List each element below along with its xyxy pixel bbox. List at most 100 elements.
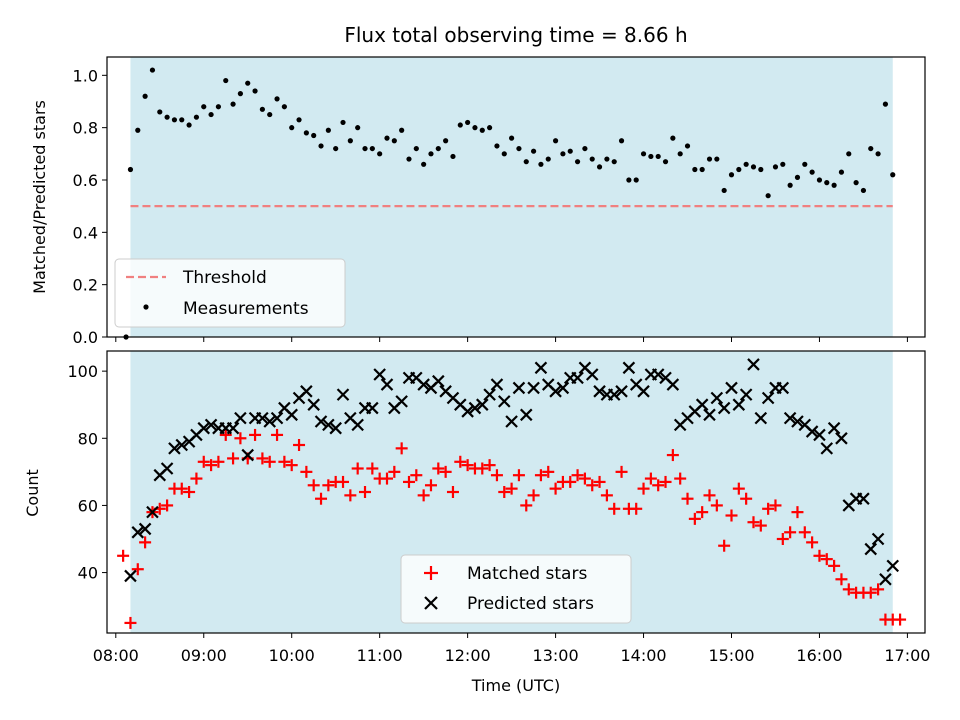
measurement-point (465, 119, 471, 126)
matched-star-point (271, 428, 284, 441)
predicted-star-point (512, 381, 526, 395)
measurement-point (281, 104, 287, 110)
matched-star-point (124, 616, 137, 629)
predicted-star-point (395, 395, 408, 408)
predicted-star-point (622, 361, 636, 375)
measurement-point (699, 166, 705, 173)
measurement-point (677, 151, 683, 157)
matched-star-point (894, 613, 907, 626)
y-tick-label: 0.6 (73, 171, 98, 190)
matched-star-point (476, 462, 489, 475)
matched-star-point (424, 479, 437, 492)
predicted-star-point (776, 381, 790, 395)
matched-star-point (688, 512, 701, 525)
matched-star-point (820, 553, 833, 566)
predicted-star-point (468, 401, 482, 415)
x-tick-label: 08:00 (93, 646, 139, 665)
predicted-star-point (307, 398, 320, 411)
count-y-axis-label: Count (23, 469, 42, 517)
predicted-star-point (534, 361, 548, 375)
matched-star-point (249, 428, 262, 441)
predicted-star-point (131, 526, 145, 539)
x-tick-label: 12:00 (445, 646, 491, 665)
measurement-point (171, 117, 178, 123)
measurement-point (223, 77, 229, 84)
matched-star-point (644, 472, 657, 485)
ratio-legend-box (114, 258, 346, 328)
matched-star-point (637, 482, 650, 495)
predicted-stars-series (124, 358, 900, 586)
measurement-point (758, 166, 764, 173)
measurement-point (684, 143, 691, 149)
measurement-point (443, 138, 449, 144)
measurement-point (303, 130, 309, 136)
predicted-star-point (695, 398, 709, 411)
predicted-star-point (241, 448, 255, 462)
measurement-point (391, 138, 397, 144)
measurement-point (596, 164, 603, 170)
matched-star-point (718, 539, 731, 552)
matched-star-point (175, 482, 188, 495)
predicted-star-point (732, 398, 746, 411)
predicted-star-point (519, 408, 533, 422)
matched-star-point (549, 482, 562, 495)
measurement-point (868, 145, 874, 152)
measurement-point (530, 148, 537, 154)
matched-star-point (337, 475, 350, 488)
measurement-point (648, 153, 654, 160)
matched-star-point (769, 499, 782, 512)
measurement-point (494, 143, 500, 149)
predicted-star-point (805, 425, 819, 438)
matched-star-point (454, 455, 467, 468)
predicted-star-point (703, 408, 716, 422)
count-x-axis-ticks: 08:00 09:00 10:00 11:00 12:00 13:00 14:00 15:00… (93, 633, 930, 665)
measurement-point (611, 159, 617, 165)
measurement-point (831, 182, 837, 188)
predicted-star-point (351, 418, 364, 432)
matched-star-point (828, 559, 841, 572)
measurement-point (296, 117, 302, 123)
matched-star-point (183, 486, 196, 498)
measurement-point (853, 180, 859, 186)
matched-star-point (872, 583, 885, 596)
predicted-star-point (380, 378, 394, 391)
measurement-point (325, 127, 331, 133)
y-tick-label: 1.0 (73, 66, 98, 85)
measurement-point (421, 161, 427, 167)
measurement-point (179, 117, 185, 123)
matched-star-point (586, 479, 599, 492)
measurement-point (450, 153, 456, 160)
measurements-series (123, 67, 896, 340)
matched-stars-series (117, 428, 907, 629)
predicted-star-point (556, 381, 570, 395)
matched-star-point (666, 449, 679, 462)
matched-star-point (131, 563, 144, 576)
predicted-star-point (783, 411, 797, 425)
measurement-point (289, 125, 295, 131)
ratio-panel: 0.0 0.2 0.4 0.6 0.8 1.0 Matched/Predicted sta… (30, 56, 926, 347)
measurement-point (787, 182, 793, 188)
matched-star-point (520, 499, 533, 512)
x-tick-label: 15:00 (708, 646, 754, 665)
matched-legend-label: Matched stars (467, 564, 587, 584)
matched-star-point (366, 462, 379, 475)
measurement-point (208, 111, 214, 118)
measurement-point (655, 153, 661, 160)
predicted-star-point (549, 385, 562, 398)
y-tick-label: 0.0 (73, 328, 98, 347)
predicted-star-point (490, 378, 504, 391)
matched-star-point (161, 499, 174, 512)
matched-star-point (256, 452, 269, 465)
matched-star-point (784, 526, 797, 539)
predicted-star-point (886, 559, 900, 573)
x-tick-label: 17:00 (884, 646, 930, 665)
x-tick-label: 11:00 (357, 646, 403, 665)
matched-star-point (483, 459, 496, 472)
predicted-star-point (651, 368, 665, 381)
matched-star-point (725, 509, 738, 522)
matched-star-point (197, 455, 210, 468)
measurement-point (193, 114, 200, 120)
matched-star-point (322, 479, 335, 492)
matched-star-point (593, 475, 606, 488)
measurement-point (560, 151, 566, 157)
